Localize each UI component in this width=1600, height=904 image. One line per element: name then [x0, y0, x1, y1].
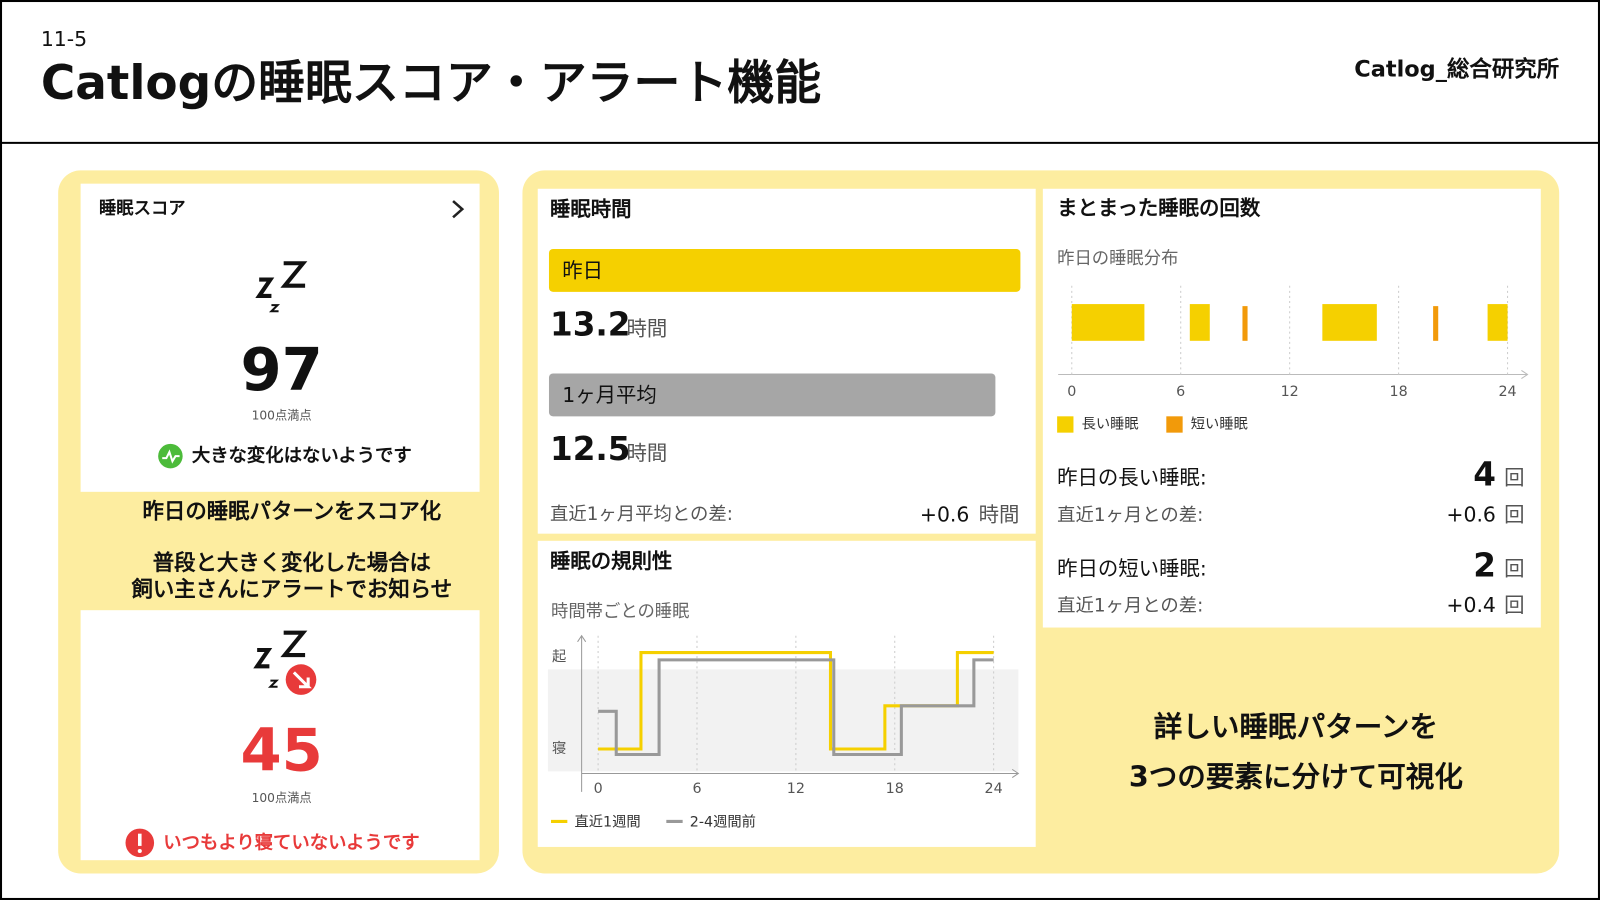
sleep-bar	[1242, 306, 1248, 341]
legend-label: 短い睡眠	[1191, 415, 1248, 432]
legend-swatch	[1057, 416, 1074, 433]
slide-title: Catlogの睡眠スコア・アラート機能	[41, 56, 821, 111]
diff-label: 直近1ヶ月との差:	[1057, 505, 1203, 526]
section-number: 11-5	[41, 27, 87, 51]
score-max: 100点満点	[252, 408, 312, 422]
score-max: 100点満点	[252, 791, 312, 805]
x-tick-label: 6	[1176, 384, 1185, 400]
count-card	[1042, 188, 1541, 628]
diff-label: 直近1ヶ月との差:	[1057, 596, 1203, 617]
sleep-icon-alert	[253, 630, 308, 688]
score: 45	[240, 715, 322, 784]
diff-value: +0.6	[1446, 502, 1496, 526]
y-tick-label: 寝	[552, 739, 566, 757]
sleep-zone	[547, 669, 1019, 772]
score-card	[80, 183, 480, 492]
unit: 時間	[627, 441, 668, 465]
duration-bar	[548, 373, 996, 417]
bar-label: 1ヶ月平均	[562, 383, 657, 407]
x-arrow	[1521, 369, 1529, 379]
alert-card	[80, 610, 480, 861]
y-tick-label: 起	[552, 648, 566, 665]
chart-subtitle: 時間帯ごとの睡眠	[551, 602, 689, 622]
card-title: まとまった睡眠の回数	[1057, 196, 1261, 220]
x-tick-label: 0	[594, 781, 603, 797]
ok-pulse	[162, 449, 180, 464]
x-tick-label: 12	[1281, 384, 1299, 400]
diff-value: +0.4	[1446, 593, 1496, 617]
x-tick-label: 0	[1067, 384, 1076, 400]
sleep-bar	[1071, 304, 1145, 341]
sleep-bar	[1487, 304, 1508, 341]
status: 大きな変化はないようです	[192, 445, 412, 467]
duration-card	[537, 188, 1036, 534]
legend-label: 長い睡眠	[1082, 415, 1139, 432]
unit: 時間	[627, 317, 668, 341]
caption: 詳しい睡眠パターンを	[1154, 710, 1438, 744]
duration-value: 13.2	[550, 305, 631, 343]
legend-label: 直近1週間	[574, 813, 640, 830]
step-line	[598, 658, 994, 757]
sleep-icon	[255, 261, 308, 313]
brand: Catlog_総合研究所	[1354, 55, 1559, 82]
card-title: 睡眠スコア	[99, 198, 186, 219]
legend-swatch	[1166, 416, 1183, 433]
unit: 回	[1504, 556, 1524, 580]
caption: 3つの要素に分けて可視化	[1129, 760, 1463, 794]
x-tick-label: 24	[1498, 384, 1516, 400]
unit: 回	[1504, 466, 1524, 490]
x-arrow	[1011, 768, 1020, 778]
caption: 昨日の睡眠パターンをスコア化	[143, 499, 442, 525]
status: いつもより寝ていないようです	[163, 831, 419, 853]
diff-value: +0.6	[920, 502, 970, 526]
count-label: 昨日の短い睡眠:	[1057, 556, 1207, 580]
unit: 回	[1504, 502, 1524, 526]
caption: 飼い主さんにアラートでお知らせ	[130, 576, 452, 602]
duration-value: 12.5	[550, 430, 631, 468]
count-label: 昨日の長い睡眠:	[1057, 466, 1207, 490]
y-arrow	[577, 634, 587, 643]
diff-label: 直近1ヶ月平均との差:	[550, 504, 733, 525]
chevron	[452, 200, 465, 219]
sleep-bar	[1189, 304, 1210, 341]
x-tick-label: 6	[692, 781, 701, 797]
bar-label: 昨日	[562, 258, 603, 282]
x-tick-label: 18	[1390, 384, 1408, 400]
unit: 時間	[979, 502, 1020, 526]
chart-subtitle: 昨日の睡眠分布	[1057, 249, 1178, 269]
step-line	[598, 651, 994, 751]
card-title: 睡眠の規則性	[550, 549, 672, 573]
x-tick-label: 12	[787, 781, 805, 797]
score: 97	[240, 335, 322, 404]
caption: 普段と大きく変化した場合は	[153, 550, 431, 576]
x-tick-label: 24	[985, 781, 1003, 797]
unit: 回	[1504, 593, 1524, 617]
count-value: 2	[1473, 546, 1496, 584]
legend-label: 2-4週間前	[690, 813, 756, 830]
duration-bar	[548, 248, 1021, 292]
warn-dot	[137, 848, 142, 854]
sleep-bar	[1433, 306, 1439, 341]
sleep-bar	[1322, 304, 1377, 341]
x-tick-label: 18	[886, 781, 904, 797]
card-title: 睡眠時間	[550, 197, 632, 221]
count-value: 4	[1473, 455, 1496, 493]
